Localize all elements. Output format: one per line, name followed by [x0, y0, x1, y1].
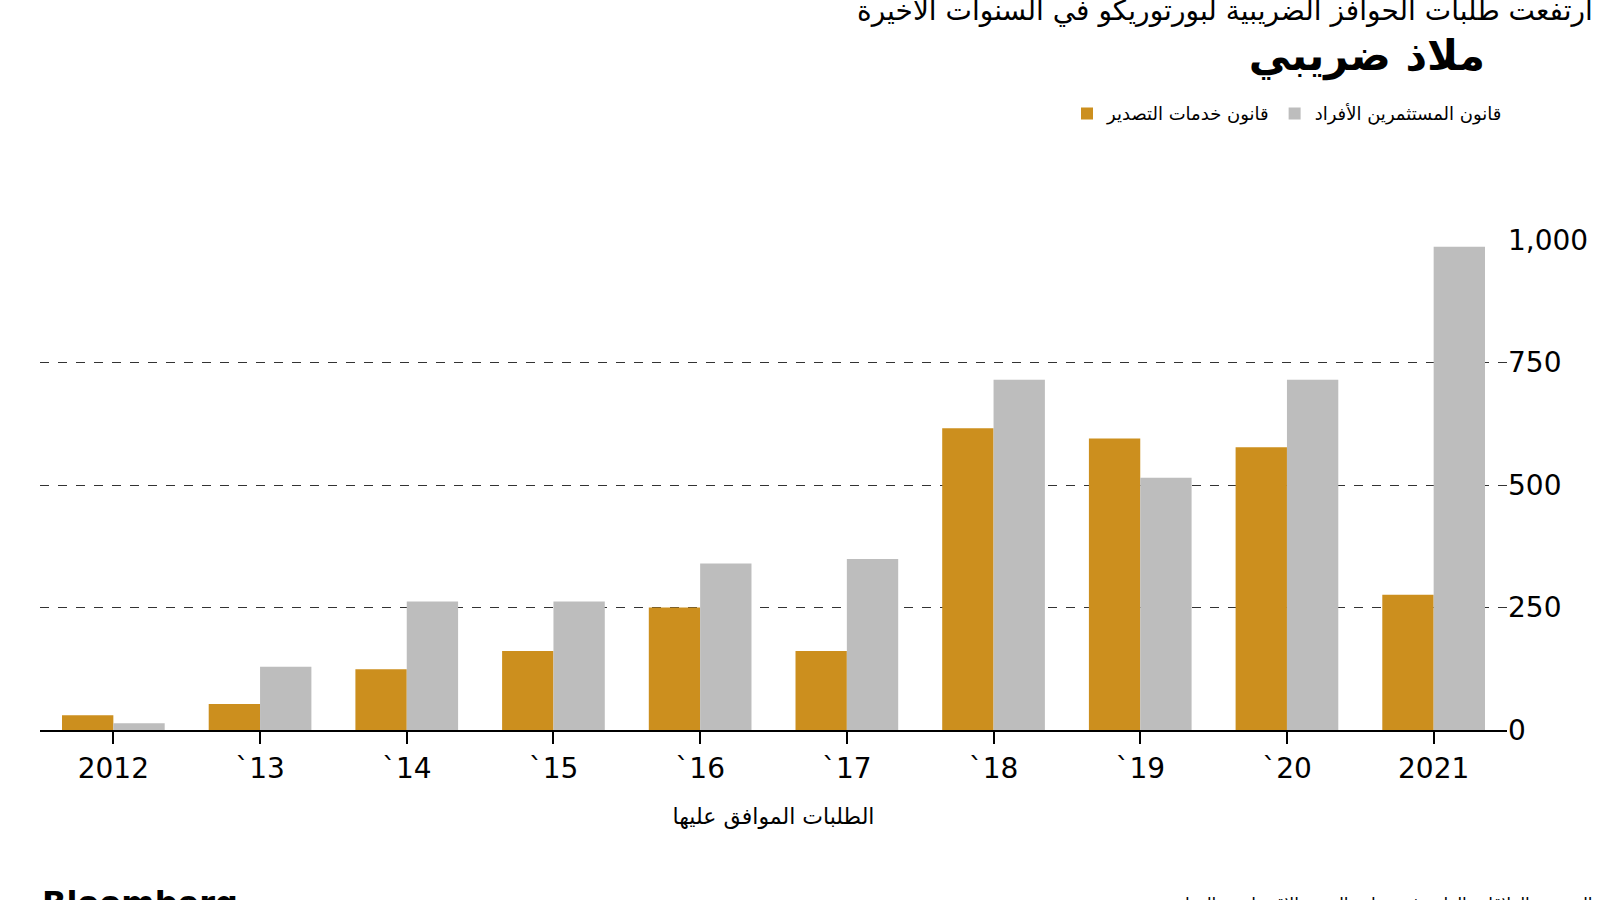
svg-text:ارتفعت طلبات الحوافز الضريبية: ارتفعت طلبات الحوافز الضريبية لبورتوريكو… [857, 0, 1593, 27]
svg-text:500: 500 [1508, 469, 1561, 502]
svg-text:ملاذ ضريبي: ملاذ ضريبي [1249, 31, 1485, 81]
svg-text:`18: `18 [969, 752, 1019, 785]
svg-text:الطلبات الموافق عليها: الطلبات الموافق عليها [673, 804, 875, 830]
svg-text:`20: `20 [1262, 752, 1312, 785]
svg-text:250: 250 [1508, 591, 1561, 624]
svg-text:قانون المستثمرين الأفراد: قانون المستثمرين الأفراد [1315, 103, 1502, 125]
svg-text:قانون خدمات التصدير: قانون خدمات التصدير [1106, 103, 1269, 125]
svg-text:`17: `17 [822, 752, 872, 785]
svg-text:2012: 2012 [78, 752, 149, 785]
svg-text:`19: `19 [1115, 752, 1165, 785]
svg-text:المصدر: العلاقات العامة في وزا: المصدر: العلاقات العامة في وزارة التنمية… [1168, 894, 1593, 900]
svg-text:1,000: 1,000 [1508, 224, 1588, 257]
svg-text:`14: `14 [382, 752, 432, 785]
svg-text:2021: 2021 [1398, 752, 1469, 785]
svg-text:Bloomberg: Bloomberg [42, 884, 238, 900]
svg-text:750: 750 [1508, 346, 1561, 379]
svg-text:`16: `16 [675, 752, 725, 785]
svg-text:0: 0 [1508, 714, 1526, 747]
svg-text:`13: `13 [235, 752, 285, 785]
svg-text:`15: `15 [529, 752, 579, 785]
